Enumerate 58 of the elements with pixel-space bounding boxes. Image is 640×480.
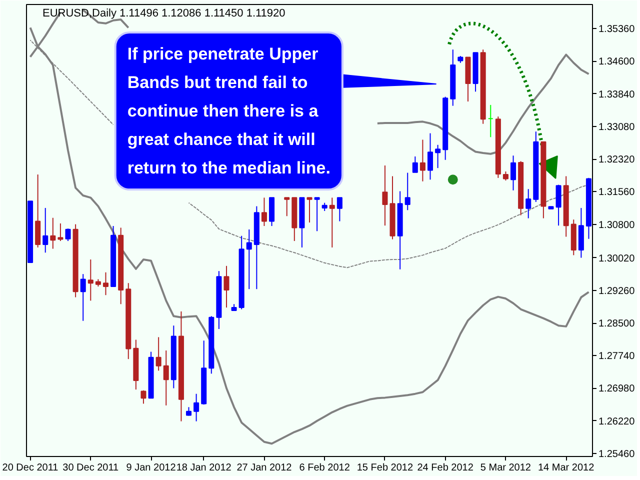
y-tick-label: 1.26980 [598, 384, 636, 395]
candlestick [42, 207, 48, 254]
candlestick [102, 272, 109, 296]
candlestick [35, 174, 41, 248]
candlestick [269, 197, 275, 226]
candlestick [224, 265, 230, 308]
y-tick-label: 1.27740 [598, 351, 636, 362]
x-tick-label: 14 Mar 2012 [538, 462, 595, 474]
y-tick-label: 1.31560 [598, 187, 636, 198]
x-tick-label: 20 Dec 2011 [2, 462, 59, 474]
y-tick-label: 1.35360 [598, 24, 636, 36]
candlestick [556, 184, 562, 226]
candlestick [510, 155, 516, 191]
candlestick [329, 197, 335, 248]
y-tick-label: 1.26220 [598, 416, 636, 428]
candlestick [404, 172, 410, 211]
y-tick-label: 1.29260 [598, 286, 636, 297]
x-tick-label: 15 Feb 2012 [356, 462, 414, 474]
candlestick [163, 350, 169, 406]
candlestick [194, 393, 200, 422]
y-tick-label: 1.30800 [598, 220, 636, 231]
candlestick [412, 156, 418, 173]
y-tick-label: 1.33080 [598, 122, 636, 133]
candlestick [284, 197, 290, 217]
y-tick-label: 1.32320 [598, 154, 636, 166]
candlestick [261, 197, 267, 226]
x-tick-label: 24 Feb 2012 [417, 462, 474, 474]
candlestick [140, 390, 146, 404]
candlestick [382, 164, 388, 226]
candlestick [502, 170, 508, 181]
candlestick [420, 139, 426, 182]
candlestick [306, 197, 312, 224]
candlestick [488, 104, 494, 138]
candlestick [58, 222, 64, 242]
y-tick-label: 1.30020 [598, 253, 636, 264]
x-tick-label: 9 Jan 2012 [126, 462, 176, 474]
candlestick [246, 228, 252, 290]
x-tick-label: 5 Mar 2012 [480, 462, 532, 474]
candlestick [156, 336, 162, 372]
x-tick-label: 6 Feb 2012 [299, 462, 350, 474]
x-tick-label: 18 Jan 2012 [176, 462, 232, 474]
candlestick [435, 144, 441, 169]
candlestick [314, 197, 320, 232]
chart-title: EURUSD,Daily 1.11496 1.12086 1.11450 1.11920 [42, 8, 286, 20]
y-tick-label: 1.28500 [598, 318, 636, 330]
y-tick-label: 1.34600 [598, 56, 636, 68]
candlestick [88, 258, 94, 302]
y-tick-label: 1.33840 [598, 89, 636, 100]
annotation: If price penetrate Upper Bands but trend fail to continue then there is a great chance that it will return to the median line. [127, 44, 330, 178]
candlestick [427, 132, 434, 180]
candlestick [50, 217, 56, 250]
candlestick [65, 228, 71, 242]
y-tick-label: 1.25460 [598, 448, 636, 460]
x-tick-label: 27 Jan 2012 [236, 462, 292, 474]
candlestick [336, 197, 342, 222]
candlestick [80, 274, 86, 322]
x-tick-label: 30 Dec 2011 [62, 462, 120, 474]
candlestick [526, 188, 532, 219]
